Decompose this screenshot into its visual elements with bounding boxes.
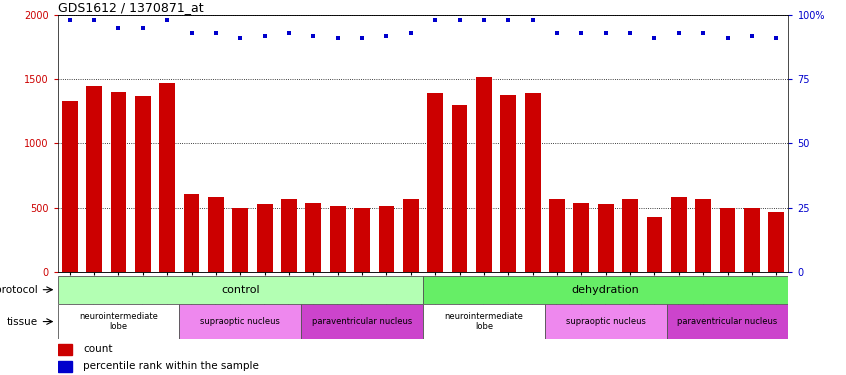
Text: tissue: tissue xyxy=(7,316,38,327)
Bar xyxy=(452,105,468,272)
Bar xyxy=(622,199,638,272)
Bar xyxy=(330,206,346,272)
Point xyxy=(87,17,101,23)
Bar xyxy=(354,208,370,272)
Point xyxy=(380,33,393,39)
Point xyxy=(306,33,320,39)
Text: supraoptic nucleus: supraoptic nucleus xyxy=(201,317,280,326)
Point xyxy=(184,30,198,36)
Bar xyxy=(301,304,423,339)
Text: supraoptic nucleus: supraoptic nucleus xyxy=(566,317,645,326)
Bar xyxy=(378,206,394,272)
Bar xyxy=(427,93,443,272)
Bar xyxy=(545,304,667,339)
Point xyxy=(63,17,76,23)
Bar xyxy=(423,276,788,304)
Point xyxy=(209,30,222,36)
Bar xyxy=(233,208,248,272)
Text: paraventricular nucleus: paraventricular nucleus xyxy=(678,317,777,326)
Bar xyxy=(305,202,321,272)
Point xyxy=(550,30,563,36)
Text: control: control xyxy=(221,285,260,295)
Point xyxy=(161,17,174,23)
Bar xyxy=(208,197,224,272)
Bar xyxy=(281,199,297,272)
Text: neurointermediate
lobe: neurointermediate lobe xyxy=(444,312,524,331)
Point xyxy=(404,30,418,36)
Bar xyxy=(403,199,419,272)
Bar xyxy=(62,101,78,272)
Point xyxy=(331,35,344,41)
Bar xyxy=(744,208,760,272)
Bar xyxy=(720,208,735,272)
Bar xyxy=(646,217,662,272)
Text: GDS1612 / 1370871_at: GDS1612 / 1370871_at xyxy=(58,1,203,14)
Bar xyxy=(86,86,102,272)
Point xyxy=(721,35,734,41)
Point xyxy=(696,30,710,36)
Text: protocol: protocol xyxy=(0,285,38,295)
Bar xyxy=(256,204,272,272)
Point xyxy=(428,17,442,23)
Bar xyxy=(111,92,126,272)
Point xyxy=(648,35,662,41)
Point xyxy=(526,17,540,23)
Bar xyxy=(58,276,423,304)
Bar xyxy=(695,199,711,272)
Point xyxy=(672,30,685,36)
Point xyxy=(355,35,369,41)
Point xyxy=(624,30,637,36)
Text: percentile rank within the sample: percentile rank within the sample xyxy=(83,362,259,372)
Point xyxy=(770,35,783,41)
Bar xyxy=(184,194,200,272)
Text: paraventricular nucleus: paraventricular nucleus xyxy=(312,317,412,326)
Point xyxy=(136,25,150,31)
Point xyxy=(599,30,613,36)
Bar xyxy=(58,304,179,339)
Point xyxy=(258,33,272,39)
Text: neurointermediate
lobe: neurointermediate lobe xyxy=(79,312,158,331)
Point xyxy=(112,25,125,31)
Bar xyxy=(159,83,175,272)
Point xyxy=(283,30,296,36)
Bar xyxy=(476,76,492,272)
Point xyxy=(745,33,759,39)
Bar xyxy=(667,304,788,339)
Bar xyxy=(549,199,565,272)
Bar xyxy=(58,361,72,372)
Point xyxy=(574,30,588,36)
Bar xyxy=(671,197,687,272)
Point xyxy=(453,17,466,23)
Bar xyxy=(525,93,541,272)
Bar xyxy=(179,304,301,339)
Point xyxy=(502,17,515,23)
Bar xyxy=(423,304,545,339)
Bar xyxy=(598,204,613,272)
Text: dehydration: dehydration xyxy=(572,285,640,295)
Point xyxy=(233,35,247,41)
Bar xyxy=(574,202,590,272)
Bar xyxy=(500,94,516,272)
Text: count: count xyxy=(83,344,113,354)
Bar xyxy=(58,344,72,355)
Point xyxy=(477,17,491,23)
Bar xyxy=(768,211,784,272)
Bar xyxy=(135,96,151,272)
